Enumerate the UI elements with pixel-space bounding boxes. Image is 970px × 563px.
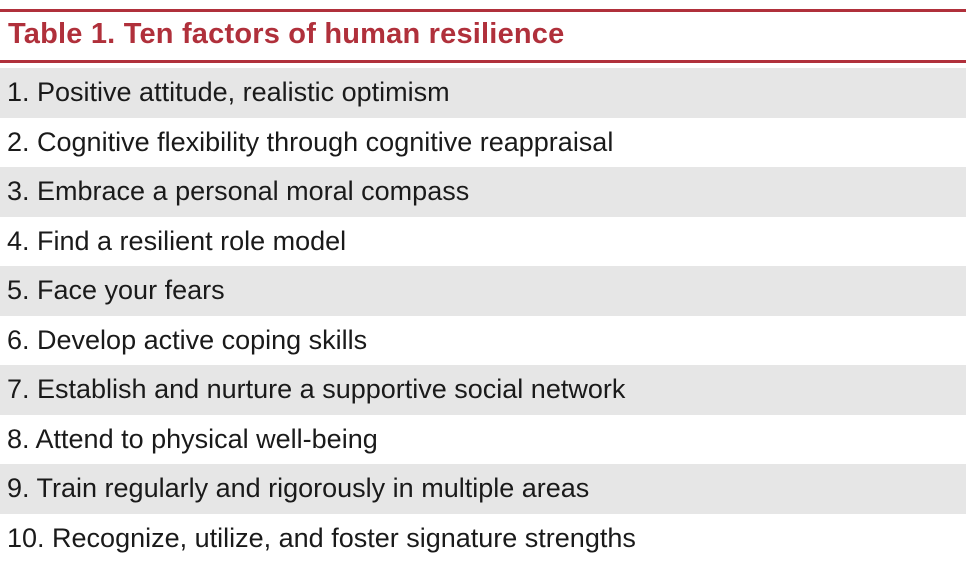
title-rule (0, 60, 966, 63)
table-row: 5. Face your fears (0, 266, 966, 316)
table-row: 4. Find a resilient role model (0, 217, 966, 267)
table-title: Table 1. Ten factors of human resilience (8, 18, 564, 51)
table-rows: 1. Positive attitude, realistic optimism… (0, 68, 966, 563)
top-rule (0, 9, 966, 12)
table-row: 9. Train regularly and rigorously in mul… (0, 464, 966, 514)
table-row: 6. Develop active coping skills (0, 316, 966, 366)
table-row: 3. Embrace a personal moral compass (0, 167, 966, 217)
table-row: 7. Establish and nurture a supportive so… (0, 365, 966, 415)
table-row: 2. Cognitive flexibility through cogniti… (0, 118, 966, 168)
table-row: 1. Positive attitude, realistic optimism (0, 68, 966, 118)
table-row: 8. Attend to physical well-being (0, 415, 966, 465)
table-row: 10. Recognize, utilize, and foster signa… (0, 514, 966, 563)
